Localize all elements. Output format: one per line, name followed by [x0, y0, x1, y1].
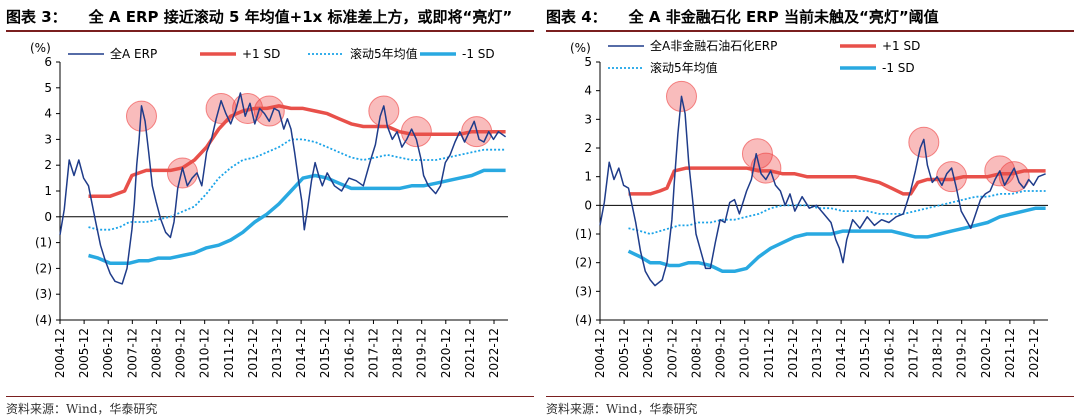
- series-line-plus-sd: [88, 104, 506, 198]
- x-tick-label: 2011-12: [762, 328, 776, 378]
- legend-label-plus-sd: +1 SD: [882, 39, 920, 53]
- x-tick-label: 2012-12: [246, 328, 260, 378]
- y-tick-label: 4: [44, 107, 52, 121]
- y-tick-label: (1): [575, 227, 592, 241]
- series-line-avg: [88, 138, 506, 231]
- y-tick-label: (1): [35, 236, 52, 250]
- y-tick-label: (2): [35, 261, 52, 275]
- x-tick-label: 2021-12: [463, 328, 477, 378]
- x-tick-label: 2005-12: [617, 328, 631, 378]
- x-tick-label: 2016-12: [342, 328, 356, 378]
- x-tick-label: 2012-12: [786, 328, 800, 378]
- x-tick-label: 2006-12: [101, 328, 115, 378]
- y-tick-label: 0: [44, 210, 52, 224]
- x-tick-label: 2020-12: [439, 328, 453, 378]
- title-rule: [546, 30, 1074, 32]
- source-rule: [546, 396, 1074, 397]
- highlight-circle: [368, 95, 400, 127]
- y-tick-label: 2: [584, 141, 592, 155]
- highlight-circle: [253, 95, 285, 127]
- y-tick-label: 2: [44, 158, 52, 172]
- y-tick-label: 3: [584, 112, 592, 126]
- y-tick-label: 3: [44, 132, 52, 146]
- figure-title: 图表 4： 全 A 非金融石化 ERP 当前未触及“亮灯”阈值: [546, 6, 1074, 30]
- y-tick-label: 5: [584, 55, 592, 69]
- series-line-erp: [599, 95, 1046, 287]
- legend-label-erp: 全A非金融石油石化ERP: [650, 38, 777, 53]
- x-tick-label: 2006-12: [641, 328, 655, 378]
- legend-label-avg: 滚动5年均值: [350, 46, 418, 61]
- x-tick-label: 2020-12: [979, 328, 993, 378]
- y-tick-label: 0: [584, 198, 592, 212]
- x-tick-label: 2019-12: [415, 328, 429, 378]
- y-tick-label: (3): [35, 287, 52, 301]
- x-tick-label: 2008-12: [149, 328, 163, 378]
- legend-label-erp: 全A ERP: [110, 46, 157, 61]
- source-rule: [6, 396, 534, 397]
- x-tick-label: 2014-12: [834, 328, 848, 378]
- x-tick-label: 2014-12: [294, 328, 308, 378]
- highlight-circle: [998, 161, 1030, 193]
- y-tick-label: (3): [575, 284, 592, 298]
- y-tick-label: 4: [584, 84, 592, 98]
- legend-label-minus-sd: -1 SD: [462, 47, 495, 61]
- x-tick-label: 2013-12: [810, 328, 824, 378]
- y-tick-label: 1: [584, 170, 592, 184]
- title-rule: [6, 30, 534, 32]
- figure-title-text: 全 A ERP 接近滚动 5 年均值+1x 标准差上方，或即将“亮灯”: [88, 8, 513, 26]
- x-tick-label: 2016-12: [882, 328, 896, 378]
- x-tick-label: 2010-12: [198, 328, 212, 378]
- legend-label-plus-sd: +1 SD: [242, 47, 280, 61]
- figure-title: 图表 3： 全 A ERP 接近滚动 5 年均值+1x 标准差上方，或即将“亮灯”: [6, 6, 534, 30]
- x-tick-label: 2021-12: [1003, 328, 1017, 378]
- legend-label-avg: 滚动5年均值: [650, 60, 718, 75]
- x-tick-label: 2022-12: [487, 328, 501, 378]
- series-line-erp: [59, 92, 507, 285]
- nonfin-erp-chart: (%) (4) (3) (2) (1) 0 1 2 3 4 5 2004-12 2005-12 2006-…: [570, 38, 1048, 378]
- highlight-circle: [741, 138, 773, 170]
- unit-label: (%): [30, 41, 51, 55]
- x-tick-label: 2005-12: [77, 328, 91, 378]
- y-tick-label: (2): [575, 256, 592, 270]
- series-line-minus-sd: [88, 168, 506, 265]
- y-tick-label: (4): [35, 313, 52, 327]
- erp-chart: (%) (4) (3) (2) (1) 0 1 2 3 4 5 6 2004-12 2005-12 2006…: [30, 41, 508, 378]
- y-tick-label: 6: [44, 55, 52, 69]
- highlight-circle: [205, 92, 237, 124]
- x-tick-label: 2010-12: [738, 328, 752, 378]
- x-tick-label: 2015-12: [858, 328, 872, 378]
- figure-number: 图表 3：: [6, 8, 67, 26]
- x-tick-label: 2019-12: [955, 328, 969, 378]
- x-tick-label: 2009-12: [714, 328, 728, 378]
- chart-panel-left: 图表 3： 全 A ERP 接近滚动 5 年均值+1x 标准差上方，或即将“亮灯”…: [6, 6, 534, 416]
- y-tick-label: 5: [44, 81, 52, 95]
- x-tick-label: 2018-12: [391, 328, 405, 378]
- source-note: 资料来源：Wind，华泰研究: [546, 402, 698, 416]
- x-tick-label: 2008-12: [689, 328, 703, 378]
- y-tick-label: (4): [575, 313, 592, 327]
- figure-title-text: 全 A 非金融石化 ERP 当前未触及“亮灯”阈值: [628, 8, 939, 26]
- x-tick-label: 2004-12: [593, 328, 607, 378]
- x-tick-label: 2017-12: [366, 328, 380, 378]
- x-tick-label: 2018-12: [931, 328, 945, 378]
- x-tick-label: 2004-12: [53, 328, 67, 378]
- x-tick-label: 2015-12: [318, 328, 332, 378]
- chart-panel-right: 图表 4： 全 A 非金融石化 ERP 当前未触及“亮灯”阈值 (%) (4) (3)…: [540, 0, 1080, 420]
- source-note: 资料来源：Wind，华泰研究: [6, 402, 158, 416]
- series-line-plus-sd: [628, 166, 1046, 196]
- unit-label: (%): [570, 41, 591, 55]
- x-tick-label: 2011-12: [222, 328, 236, 378]
- x-tick-label: 2009-12: [174, 328, 188, 378]
- x-tick-label: 2007-12: [665, 328, 679, 378]
- x-tick-label: 2022-12: [1027, 328, 1041, 378]
- x-tick-label: 2007-12: [125, 328, 139, 378]
- y-tick-label: 1: [44, 184, 52, 198]
- x-tick-label: 2013-12: [270, 328, 284, 378]
- figure-number: 图表 4：: [546, 8, 607, 26]
- legend-label-minus-sd: -1 SD: [882, 61, 915, 75]
- x-tick-label: 2017-12: [906, 328, 920, 378]
- series-line-minus-sd: [627, 206, 1046, 274]
